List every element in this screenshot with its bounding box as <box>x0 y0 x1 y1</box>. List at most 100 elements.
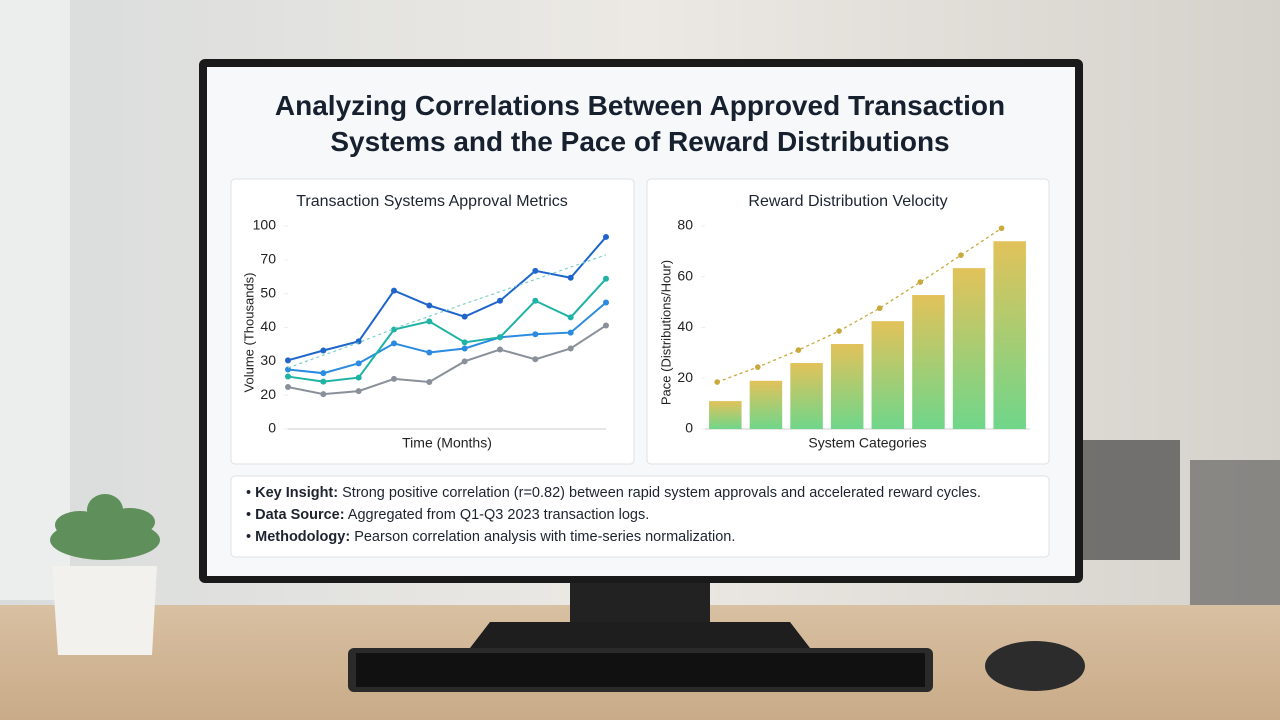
bar <box>871 321 905 429</box>
point <box>285 373 291 380</box>
point <box>426 302 433 309</box>
note: Key Insight: Strong positive correlation… <box>246 482 1046 504</box>
trend-point <box>836 328 842 334</box>
point <box>461 313 468 320</box>
y-tick-label: 20 <box>260 386 276 402</box>
note-label: Methodology: <box>255 529 351 545</box>
trend-point <box>958 252 964 258</box>
point <box>391 375 397 382</box>
point <box>567 274 574 281</box>
panel <box>230 178 635 465</box>
point <box>532 356 539 363</box>
point <box>497 346 503 353</box>
keys <box>356 653 925 687</box>
point <box>320 370 327 377</box>
bar <box>952 268 986 429</box>
note-text: Strong positive correlation (r=0.82) bet… <box>342 485 981 501</box>
monitor-neck <box>570 580 710 625</box>
bar <box>749 380 783 429</box>
note-label: Data Source: <box>255 507 345 523</box>
y-tick-label: 70 <box>260 251 276 267</box>
note-text: Aggregated from Q1-Q3 2023 transaction l… <box>347 507 650 523</box>
trend-point <box>998 225 1005 232</box>
y-tick-label: 0 <box>268 420 276 436</box>
point <box>355 388 362 395</box>
bar <box>830 343 864 429</box>
point <box>532 331 539 338</box>
window <box>0 0 70 600</box>
y-tick-label: 100 <box>253 217 277 233</box>
series-line <box>287 254 607 369</box>
plant <box>50 494 160 560</box>
y-tick-label: 80 <box>677 217 693 233</box>
trend-point <box>876 305 883 312</box>
x-axis-label: Time (Months) <box>402 435 492 451</box>
y-tick-label: 20 <box>677 369 693 385</box>
point <box>355 374 362 381</box>
bar <box>912 295 945 429</box>
chart-title: Transaction Systems Approval Metrics <box>296 193 568 210</box>
bar <box>709 401 742 429</box>
note: Methodology: Pearson correlation analysi… <box>246 526 1046 548</box>
point <box>320 347 327 354</box>
point <box>320 378 327 385</box>
point <box>285 384 291 391</box>
point <box>603 233 609 240</box>
bar <box>790 363 823 429</box>
point <box>285 366 291 373</box>
point <box>426 318 433 325</box>
y-tick-label: 0 <box>685 420 693 436</box>
point <box>461 339 468 346</box>
trend-point <box>714 379 720 385</box>
background-monitor <box>1080 440 1180 560</box>
trend-line <box>716 227 1002 383</box>
point <box>426 349 433 356</box>
panel <box>646 178 1050 465</box>
point <box>426 378 433 385</box>
y-tick-label: 30 <box>260 352 276 368</box>
series-line <box>287 324 607 396</box>
point <box>285 357 291 364</box>
note-text: Pearson correlation analysis with time-s… <box>354 529 736 545</box>
point <box>603 322 609 329</box>
point <box>532 267 539 274</box>
charts: Transaction Systems Approval Metrics Time… <box>241 193 1030 451</box>
note: Data Source: Aggregated from Q1-Q3 2023 … <box>246 504 1046 526</box>
series-line <box>287 278 607 383</box>
plant-pot <box>52 566 157 655</box>
y-axis-label: Pace (Distributions/Hour) <box>658 260 673 405</box>
point <box>461 345 468 352</box>
note-label: Key Insight: <box>255 485 339 501</box>
point <box>567 314 574 321</box>
notes: Key Insight: Strong positive correlation… <box>246 482 1046 548</box>
y-axis-label: Volume (Thousands) <box>241 273 256 393</box>
dashboard-title: Analyzing Correlations Between Approved … <box>274 90 1006 157</box>
point <box>567 345 574 352</box>
bar <box>993 241 1026 429</box>
point <box>461 358 468 365</box>
series-line <box>287 301 607 375</box>
point <box>391 287 397 294</box>
point <box>355 360 362 367</box>
point <box>320 391 327 398</box>
trend-point <box>755 364 761 370</box>
x-axis-label: System Categories <box>808 435 926 451</box>
point <box>532 297 539 304</box>
chair <box>1190 460 1280 620</box>
mouse <box>985 641 1085 691</box>
y-tick-label: 60 <box>677 267 693 283</box>
trend-point <box>917 279 924 285</box>
series-line <box>287 236 607 362</box>
point <box>603 299 609 306</box>
point <box>497 334 503 341</box>
y-tick-label: 40 <box>677 318 693 334</box>
point <box>567 329 574 336</box>
point <box>497 297 503 304</box>
point <box>391 340 397 347</box>
y-tick-label: 40 <box>260 318 276 334</box>
trend-point <box>795 347 802 353</box>
chart-title: Reward Distribution Velocity <box>748 193 947 210</box>
point <box>603 275 609 282</box>
